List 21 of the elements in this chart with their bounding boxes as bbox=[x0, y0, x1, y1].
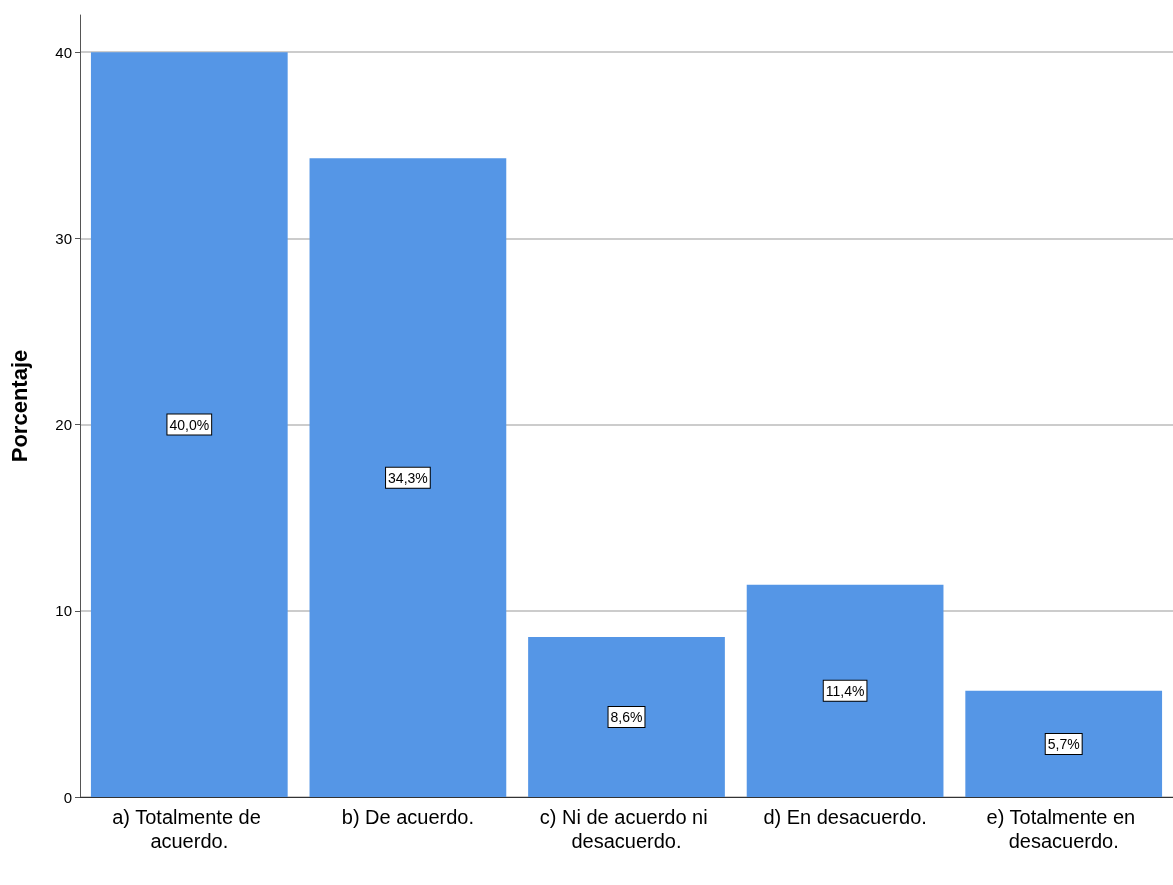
y-tick-label: 10 bbox=[55, 602, 72, 620]
bar bbox=[309, 158, 507, 797]
y-tick-label: 40 bbox=[55, 43, 72, 61]
bar bbox=[746, 584, 944, 797]
y-tick-label: 0 bbox=[63, 788, 72, 806]
y-tick-label: 30 bbox=[55, 229, 72, 247]
y-axis-title: Porcentaje bbox=[6, 349, 32, 463]
x-tick-label: b) De acuerdo. bbox=[341, 806, 475, 828]
data-label: 8,6% bbox=[610, 708, 643, 725]
y-tick-label: 20 bbox=[55, 416, 72, 434]
data-label: 5,7% bbox=[1047, 735, 1080, 752]
x-tick-label: a) Totalmente de acuerdo. bbox=[112, 806, 267, 852]
bar bbox=[90, 52, 288, 797]
data-label: 40,0% bbox=[169, 416, 210, 433]
bar bbox=[965, 690, 1163, 797]
data-label: 11,4% bbox=[825, 682, 865, 699]
data-label: 34,3% bbox=[388, 469, 428, 486]
bar bbox=[528, 636, 725, 797]
x-tick-label: d) En desacuerdo. bbox=[763, 806, 927, 828]
x-tick-label: c) Ni de acuerdo ni desacuerdo. bbox=[539, 806, 714, 852]
x-tick-label: e) Totalmente en desacuerdo. bbox=[986, 806, 1141, 852]
